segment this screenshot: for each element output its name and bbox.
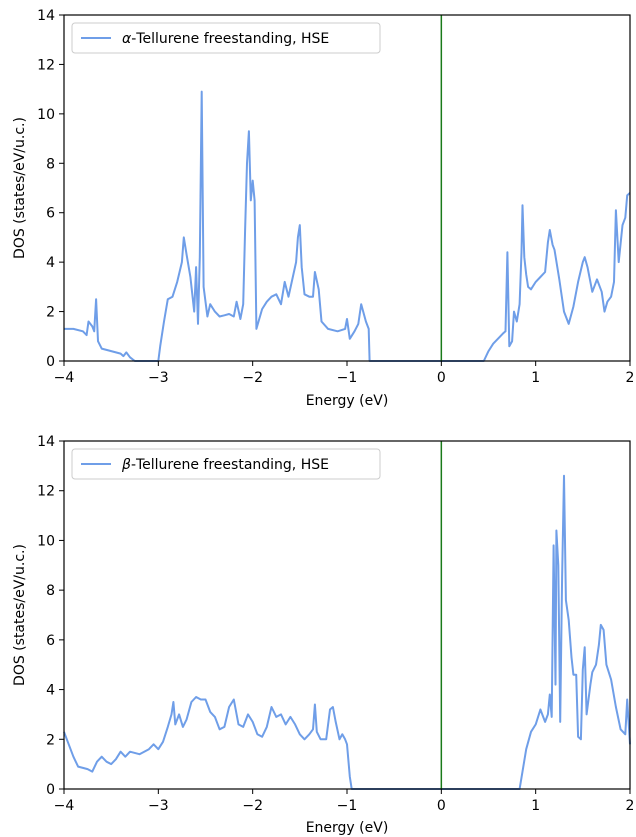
x-tick-label: 1 bbox=[531, 370, 540, 386]
y-tick-label: 0 bbox=[46, 354, 55, 370]
y-tick-label: 12 bbox=[37, 484, 55, 500]
x-tick-label: −1 bbox=[337, 370, 358, 386]
x-tick-label: 0 bbox=[437, 370, 446, 386]
x-tick-label: −2 bbox=[242, 798, 263, 814]
y-tick-label: 14 bbox=[37, 8, 55, 24]
y-tick-label: 10 bbox=[37, 533, 55, 549]
x-axis-label: Energy (eV) bbox=[306, 820, 389, 836]
legend-text: -Tellurene freestanding, HSE bbox=[131, 457, 329, 473]
x-tick-label: −3 bbox=[148, 370, 169, 386]
y-tick-label: 12 bbox=[37, 57, 55, 73]
y-tick-label: 10 bbox=[37, 107, 55, 123]
y-tick-label: 14 bbox=[37, 434, 55, 450]
x-tick-label: −2 bbox=[242, 370, 263, 386]
y-axis-label: DOS (states/eV/u.c.) bbox=[12, 544, 28, 686]
y-tick-label: 4 bbox=[46, 255, 55, 271]
y-tick-label: 0 bbox=[46, 782, 55, 798]
legend-label: β-Tellurene freestanding, HSE bbox=[121, 457, 329, 473]
legend-box bbox=[71, 22, 381, 54]
legend-greek: α bbox=[122, 31, 132, 47]
x-tick-label: −4 bbox=[54, 798, 75, 814]
x-tick-label: 1 bbox=[531, 798, 540, 814]
x-tick-label: 2 bbox=[626, 798, 635, 814]
legend-greek: β bbox=[121, 457, 131, 473]
y-tick-label: 8 bbox=[46, 583, 55, 599]
dos-series-line bbox=[63, 474, 631, 790]
y-tick-label: 2 bbox=[46, 732, 55, 748]
x-tick-label: −1 bbox=[337, 798, 358, 814]
y-tick-label: 8 bbox=[46, 156, 55, 172]
legend-box bbox=[71, 448, 381, 480]
plot-frame bbox=[63, 440, 631, 790]
y-tick-label: 6 bbox=[46, 633, 55, 649]
legend-text: -Tellurene freestanding, HSE bbox=[131, 31, 329, 47]
legend-label: α-Tellurene freestanding, HSE bbox=[122, 31, 329, 47]
x-tick-label: 2 bbox=[626, 370, 635, 386]
y-tick-label: 6 bbox=[46, 206, 55, 222]
y-axis-label: DOS (states/eV/u.c.) bbox=[12, 117, 28, 259]
y-tick-label: 4 bbox=[46, 683, 55, 699]
dos-series-line bbox=[64, 90, 631, 362]
x-axis-label: Energy (eV) bbox=[306, 393, 389, 409]
x-tick-label: −3 bbox=[148, 798, 169, 814]
x-tick-label: −4 bbox=[54, 370, 75, 386]
y-tick-label: 2 bbox=[46, 305, 55, 321]
x-tick-label: 0 bbox=[437, 798, 446, 814]
plot-frame bbox=[63, 14, 631, 362]
